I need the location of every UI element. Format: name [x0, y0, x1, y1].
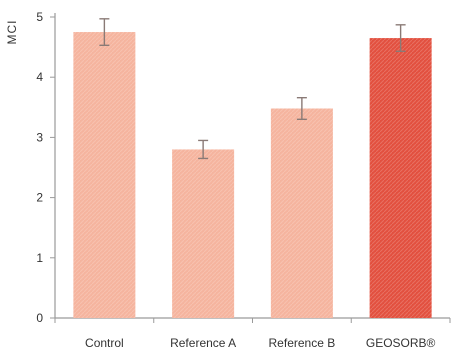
x-tick-label: Reference B: [269, 336, 336, 350]
x-tick-label: Reference A: [170, 336, 236, 350]
y-axis: 0 1 2 3 4 5: [36, 10, 56, 325]
error-bar: [296, 96, 307, 121]
y-tick-label: 2: [36, 191, 43, 205]
y-tick-label: 4: [36, 70, 43, 84]
bar: [369, 38, 432, 318]
x-tick-label: Control: [85, 336, 124, 350]
error-bar: [395, 24, 406, 53]
x-axis: [54, 317, 451, 323]
error-bars: [99, 18, 406, 160]
y-tick-label: 1: [36, 251, 43, 265]
y-axis-label-group: MCI: [5, 20, 19, 45]
y-tick-label: 5: [36, 10, 43, 24]
error-bar: [99, 18, 110, 46]
bars: [73, 32, 432, 319]
bar: [172, 149, 235, 318]
x-tick-labels: Control Reference A Reference B GEOSORB®: [85, 336, 436, 350]
error-bar: [198, 139, 209, 160]
y-axis-label: MCI: [5, 20, 19, 45]
y-tick-label: 3: [36, 130, 43, 144]
bar: [270, 108, 333, 318]
bar: [73, 32, 136, 319]
y-tick-label: 0: [36, 311, 43, 325]
x-tick-label: GEOSORB®: [366, 336, 436, 350]
